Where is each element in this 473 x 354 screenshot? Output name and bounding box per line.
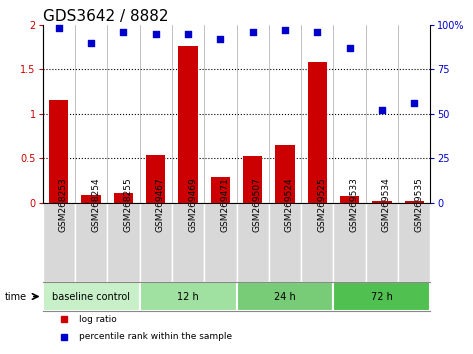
Text: GSM269524: GSM269524 xyxy=(285,178,294,232)
Point xyxy=(314,29,321,35)
Text: GSM269467: GSM269467 xyxy=(156,178,165,232)
Text: GSM269471: GSM269471 xyxy=(220,178,229,232)
Point xyxy=(378,107,386,113)
Bar xyxy=(43,202,75,282)
Point xyxy=(55,25,62,31)
Bar xyxy=(172,202,204,282)
Text: log ratio: log ratio xyxy=(79,315,117,324)
Bar xyxy=(333,202,366,282)
Bar xyxy=(146,155,166,202)
Text: 24 h: 24 h xyxy=(274,292,296,302)
Text: 12 h: 12 h xyxy=(177,292,199,302)
Point xyxy=(281,27,289,33)
Bar xyxy=(75,202,107,282)
Bar xyxy=(398,202,430,282)
Text: baseline control: baseline control xyxy=(52,292,130,302)
Text: GSM269533: GSM269533 xyxy=(350,178,359,233)
Bar xyxy=(107,202,140,282)
Bar xyxy=(340,195,359,202)
Bar xyxy=(243,155,263,202)
Point xyxy=(411,100,418,106)
Text: GSM269525: GSM269525 xyxy=(317,178,326,232)
Bar xyxy=(210,177,230,202)
Bar xyxy=(178,46,198,202)
Point xyxy=(120,29,127,35)
Bar xyxy=(307,62,327,202)
Bar xyxy=(204,202,236,282)
Point xyxy=(184,31,192,36)
Point xyxy=(217,36,224,42)
Point xyxy=(152,31,159,36)
Text: GSM269507: GSM269507 xyxy=(253,178,262,233)
Point xyxy=(87,40,95,45)
Point xyxy=(249,29,256,35)
Bar xyxy=(333,282,430,312)
Text: GSM268255: GSM268255 xyxy=(123,178,132,232)
Bar xyxy=(301,202,333,282)
Bar xyxy=(43,282,140,312)
Bar xyxy=(49,101,69,202)
Text: percentile rank within the sample: percentile rank within the sample xyxy=(79,332,233,342)
Bar xyxy=(114,193,133,202)
Bar xyxy=(269,202,301,282)
Bar xyxy=(366,202,398,282)
Bar xyxy=(81,195,101,202)
Text: GDS3642 / 8882: GDS3642 / 8882 xyxy=(43,8,168,24)
Text: time: time xyxy=(5,292,27,302)
Bar xyxy=(372,201,392,202)
Point xyxy=(346,45,353,51)
Bar xyxy=(140,282,236,312)
Bar xyxy=(236,202,269,282)
Text: 72 h: 72 h xyxy=(371,292,393,302)
Text: GSM268254: GSM268254 xyxy=(91,178,100,232)
Bar xyxy=(236,282,333,312)
Text: GSM269469: GSM269469 xyxy=(188,178,197,232)
Text: GSM268253: GSM268253 xyxy=(59,178,68,232)
Bar xyxy=(404,201,424,202)
Text: GSM269535: GSM269535 xyxy=(414,178,423,233)
Bar xyxy=(140,202,172,282)
Text: GSM269534: GSM269534 xyxy=(382,178,391,232)
Bar xyxy=(275,145,295,202)
